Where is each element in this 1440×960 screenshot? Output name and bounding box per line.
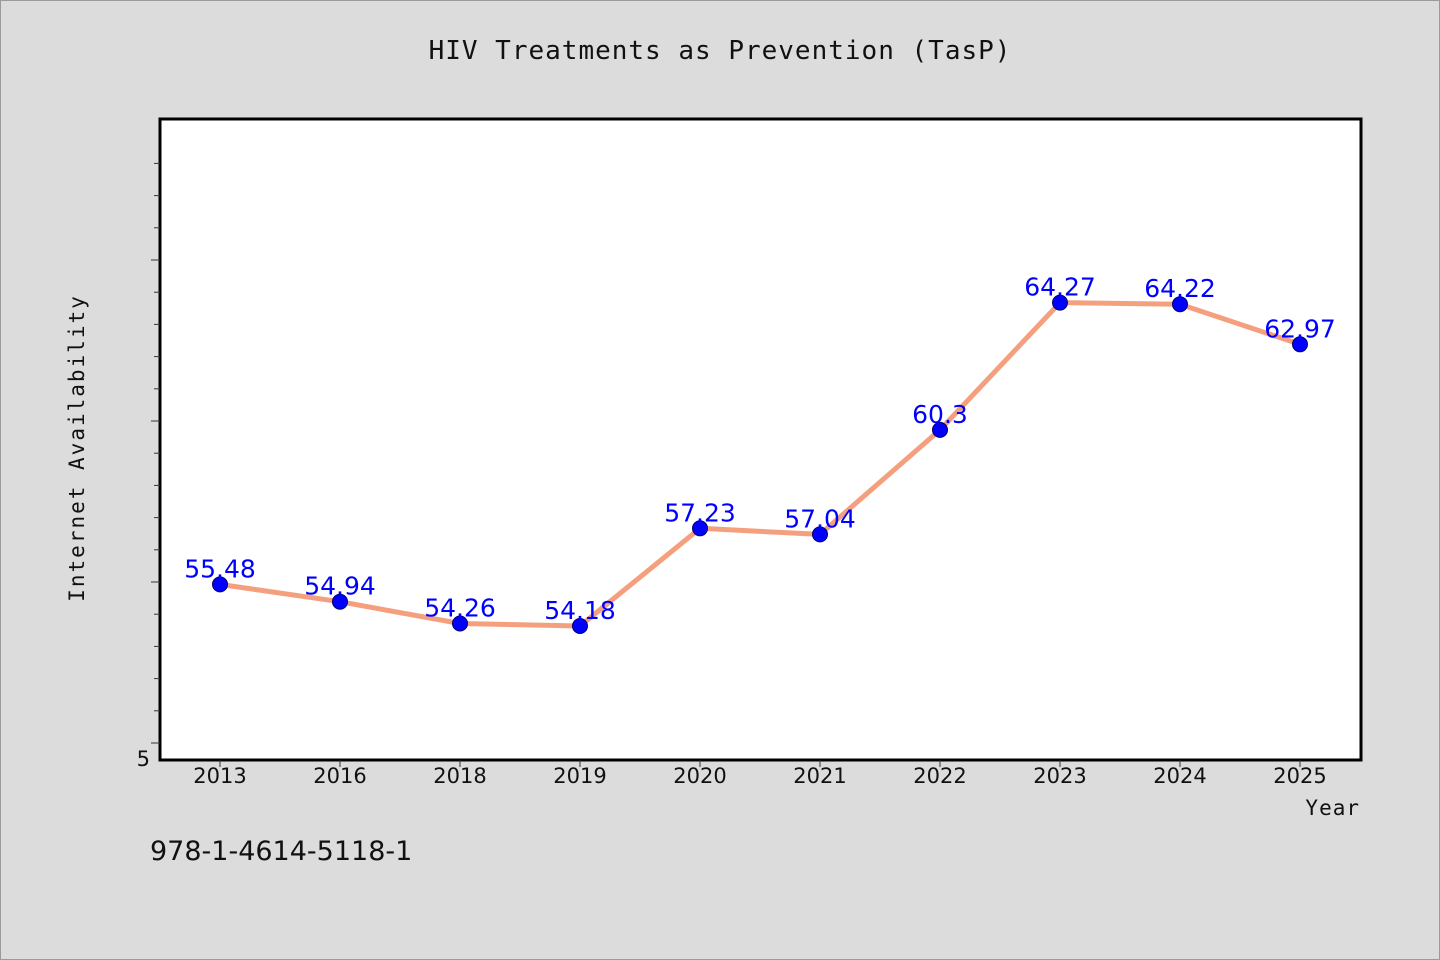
data-point xyxy=(932,421,948,438)
y-tick-label: 5 xyxy=(137,747,150,771)
data-label: 60.3 xyxy=(912,400,968,429)
data-labels: 55.48 54.94 54.26 54.18 57.23 57.04 60.3 64.27 6… xyxy=(184,273,1336,625)
x-tick-label: 2023 xyxy=(1033,764,1086,788)
data-point xyxy=(692,520,708,537)
x-tick-label: 2021 xyxy=(793,764,846,788)
series-line xyxy=(217,300,1303,629)
x-tick-label: 2018 xyxy=(433,764,486,788)
x-axis-ticks: 2013 2016 2018 2019 2020 2021 2022 2023 2024 2025 xyxy=(193,760,1327,788)
x-tick-label: 2022 xyxy=(913,764,966,788)
data-label: 64.22 xyxy=(1144,274,1216,303)
plot-area xyxy=(158,117,1363,762)
data-point xyxy=(1292,336,1308,353)
x-tick-label: 2025 xyxy=(1273,764,1326,788)
y-axis-ticks: 5 xyxy=(137,162,160,771)
data-markers xyxy=(212,294,1308,634)
data-label: 62.97 xyxy=(1264,314,1336,343)
chart-title: HIV Treatments as Prevention (TasP) xyxy=(428,36,1012,66)
data-label: 57.23 xyxy=(664,498,736,527)
data-label: 55.48 xyxy=(184,554,256,583)
data-point xyxy=(572,618,588,634)
data-label: 64.27 xyxy=(1024,273,1096,302)
footnote-isbn: 978-1-4614-5118-1 xyxy=(150,836,413,867)
x-tick-label: 2020 xyxy=(673,764,726,788)
data-point xyxy=(452,615,468,632)
data-point xyxy=(1052,294,1068,311)
data-point xyxy=(812,526,828,543)
data-point xyxy=(1172,296,1188,313)
data-point xyxy=(332,593,348,610)
series-line-group xyxy=(217,300,1303,629)
data-label: 54.18 xyxy=(544,596,616,625)
data-label: 57.04 xyxy=(784,504,856,533)
x-tick-label: 2019 xyxy=(553,764,606,788)
data-label: 54.94 xyxy=(304,572,376,601)
data-point xyxy=(212,576,228,593)
x-axis-label: Year xyxy=(1305,796,1360,820)
x-tick-label: 2016 xyxy=(313,764,366,788)
x-tick-label: 2013 xyxy=(193,764,246,788)
data-label: 54.26 xyxy=(424,594,496,623)
x-tick-label: 2024 xyxy=(1153,764,1206,788)
